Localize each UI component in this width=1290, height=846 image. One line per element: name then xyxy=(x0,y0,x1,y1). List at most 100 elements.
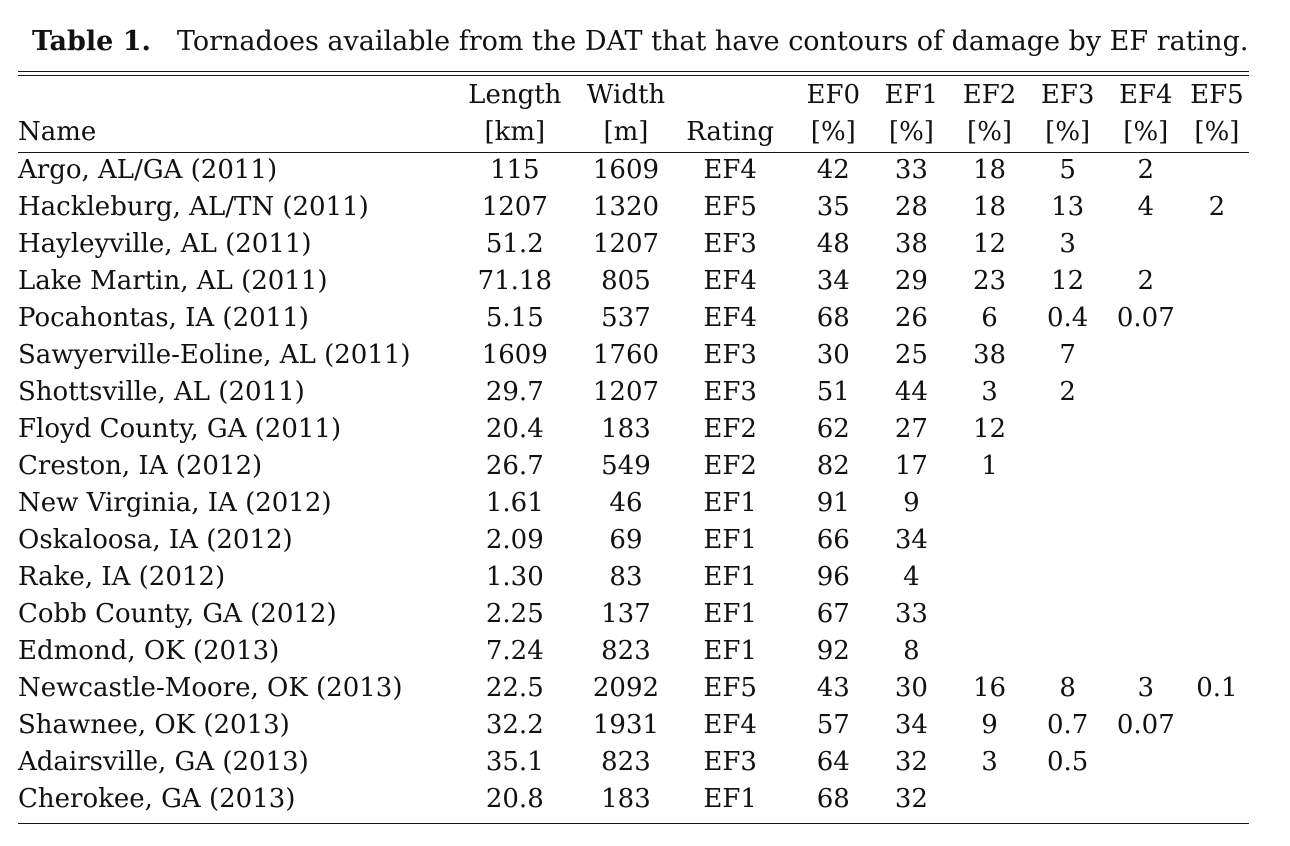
value-cell xyxy=(1107,484,1185,521)
value-cell: 0.5 xyxy=(1046,746,1089,777)
value-cell: 183 xyxy=(601,783,651,814)
header-cell: [%] xyxy=(967,117,1013,147)
header-cell: EF3 xyxy=(1040,80,1095,110)
value-cell: 12 xyxy=(973,228,1007,259)
value-cell: 1207 xyxy=(481,191,548,222)
value-cell: 115 xyxy=(489,154,540,185)
value-cell xyxy=(1107,780,1185,817)
value-cell: 38 xyxy=(973,339,1007,370)
value-cell: 0.07 xyxy=(1116,709,1175,740)
value-cell: 1320 xyxy=(592,191,660,222)
value-cell: 5.15 xyxy=(485,302,544,333)
header-cell xyxy=(18,77,444,113)
value-cell xyxy=(1107,743,1185,780)
header-cell: [m] xyxy=(603,117,649,147)
value-cell: 38 xyxy=(894,228,928,259)
value-cell: 3 xyxy=(981,746,998,777)
value-cell: 48 xyxy=(816,228,850,259)
value-cell xyxy=(1029,632,1107,669)
value-cell: 549 xyxy=(601,450,651,481)
value-cell: EF1 xyxy=(703,598,757,629)
value-cell xyxy=(1029,410,1107,447)
tornado-name-cell: Sawyerville-Eoline, AL (2011) xyxy=(18,339,411,370)
value-cell: 9 xyxy=(903,487,920,518)
table-row: Sawyerville-Eoline, AL (2011) 1609 1760 EF3… xyxy=(18,336,1249,373)
value-cell: 7 xyxy=(1059,339,1076,370)
value-cell xyxy=(1029,595,1107,632)
caption-text: Tornadoes available from the DAT that ha… xyxy=(176,26,1249,57)
value-cell: 1760 xyxy=(592,339,660,370)
tornado-name-cell: Shawnee, OK (2013) xyxy=(18,709,290,740)
value-cell xyxy=(1029,521,1107,558)
table-row: Floyd County, GA (2011) 20.4 183 EF2 62 27 12 xyxy=(18,410,1249,447)
value-cell xyxy=(1029,447,1107,484)
value-cell: 0.4 xyxy=(1046,302,1089,333)
value-cell: 27 xyxy=(894,413,928,444)
value-cell: EF3 xyxy=(703,746,757,777)
header-cell: EF2 xyxy=(962,80,1017,110)
value-cell: EF1 xyxy=(703,635,757,666)
value-cell: 2.25 xyxy=(485,598,544,629)
value-cell: 92 xyxy=(816,635,850,666)
value-cell: 12 xyxy=(1051,265,1085,296)
header-cell xyxy=(666,77,794,113)
value-cell: 8 xyxy=(903,635,920,666)
value-cell xyxy=(950,780,1028,817)
value-cell xyxy=(950,558,1028,595)
value-cell: 2 xyxy=(1208,191,1226,222)
header-cell: EF4 xyxy=(1119,80,1173,110)
header-cell: [%] xyxy=(810,117,856,147)
value-cell: 3 xyxy=(981,376,998,407)
value-cell: 34 xyxy=(816,265,850,296)
table-row: Hayleyville, AL (2011) 51.2 1207 EF3 48 38 12 3 xyxy=(18,225,1249,262)
header-cell: [%] xyxy=(888,117,934,147)
value-cell: 51.2 xyxy=(485,228,544,259)
value-cell: 66 xyxy=(816,524,850,555)
value-cell: EF5 xyxy=(703,672,757,703)
bottom-rule xyxy=(18,823,1249,824)
value-cell: 2 xyxy=(1137,154,1155,185)
value-cell: 69 xyxy=(609,524,643,555)
header-cell: [%] xyxy=(1194,117,1240,147)
tornado-name-cell: New Virginia, IA (2012) xyxy=(18,487,332,518)
value-cell: 26.7 xyxy=(485,450,544,481)
value-cell: EF4 xyxy=(703,154,757,185)
value-cell: 51 xyxy=(816,376,850,407)
value-cell: 43 xyxy=(816,672,850,703)
tornado-name-cell: Lake Martin, AL (2011) xyxy=(18,265,328,296)
value-cell: 42 xyxy=(816,154,850,185)
tornado-name-cell: Argo, AL/GA (2011) xyxy=(18,154,278,185)
header-cell: [%] xyxy=(1045,117,1091,147)
value-cell: 3 xyxy=(1137,672,1155,703)
value-cell: 30 xyxy=(816,339,850,370)
tornado-name-cell: Adairsville, GA (2013) xyxy=(18,746,309,777)
value-cell xyxy=(1185,780,1249,817)
value-cell xyxy=(950,521,1028,558)
value-cell: 0.07 xyxy=(1116,302,1175,333)
tornado-name-cell: Edmond, OK (2013) xyxy=(18,635,280,666)
tornado-name-cell: Floyd County, GA (2011) xyxy=(18,413,342,444)
value-cell: EF3 xyxy=(703,339,757,370)
value-cell: 30 xyxy=(894,672,928,703)
value-cell: 20.8 xyxy=(485,783,544,814)
value-cell: 34 xyxy=(894,524,928,555)
value-cell xyxy=(1107,595,1185,632)
value-cell xyxy=(1107,558,1185,595)
value-cell: 22.5 xyxy=(485,672,544,703)
value-cell: 29.7 xyxy=(485,376,544,407)
tornado-table: Length Width EF0 EF1 EF2 EF3 EF4 EF5 Nam… xyxy=(18,77,1249,817)
table-caption: Table 1. Tornadoes available from the DAT… xyxy=(32,28,1248,55)
value-cell: 5 xyxy=(1059,154,1076,185)
value-cell: 6 xyxy=(981,302,998,333)
table-row: Pocahontas, IA (2011) 5.15 537 EF4 68 26 6 0.4 0… xyxy=(18,299,1249,336)
header-cell: EF5 xyxy=(1190,80,1244,110)
value-cell: 68 xyxy=(816,302,850,333)
tornado-name-cell: Shottsville, AL (2011) xyxy=(18,376,305,407)
tornado-name-cell: Pocahontas, IA (2011) xyxy=(18,302,309,333)
value-cell: 23 xyxy=(973,265,1007,296)
table-body: Argo, AL/GA (2011) 115 1609 EF4 42 33 18 5 2 Hack… xyxy=(18,151,1249,817)
table-row: Cherokee, GA (2013) 20.8 183 EF1 68 32 xyxy=(18,780,1249,817)
header-cell: Name xyxy=(18,117,97,147)
value-cell: 2 xyxy=(1059,376,1076,407)
value-cell: 183 xyxy=(601,413,651,444)
